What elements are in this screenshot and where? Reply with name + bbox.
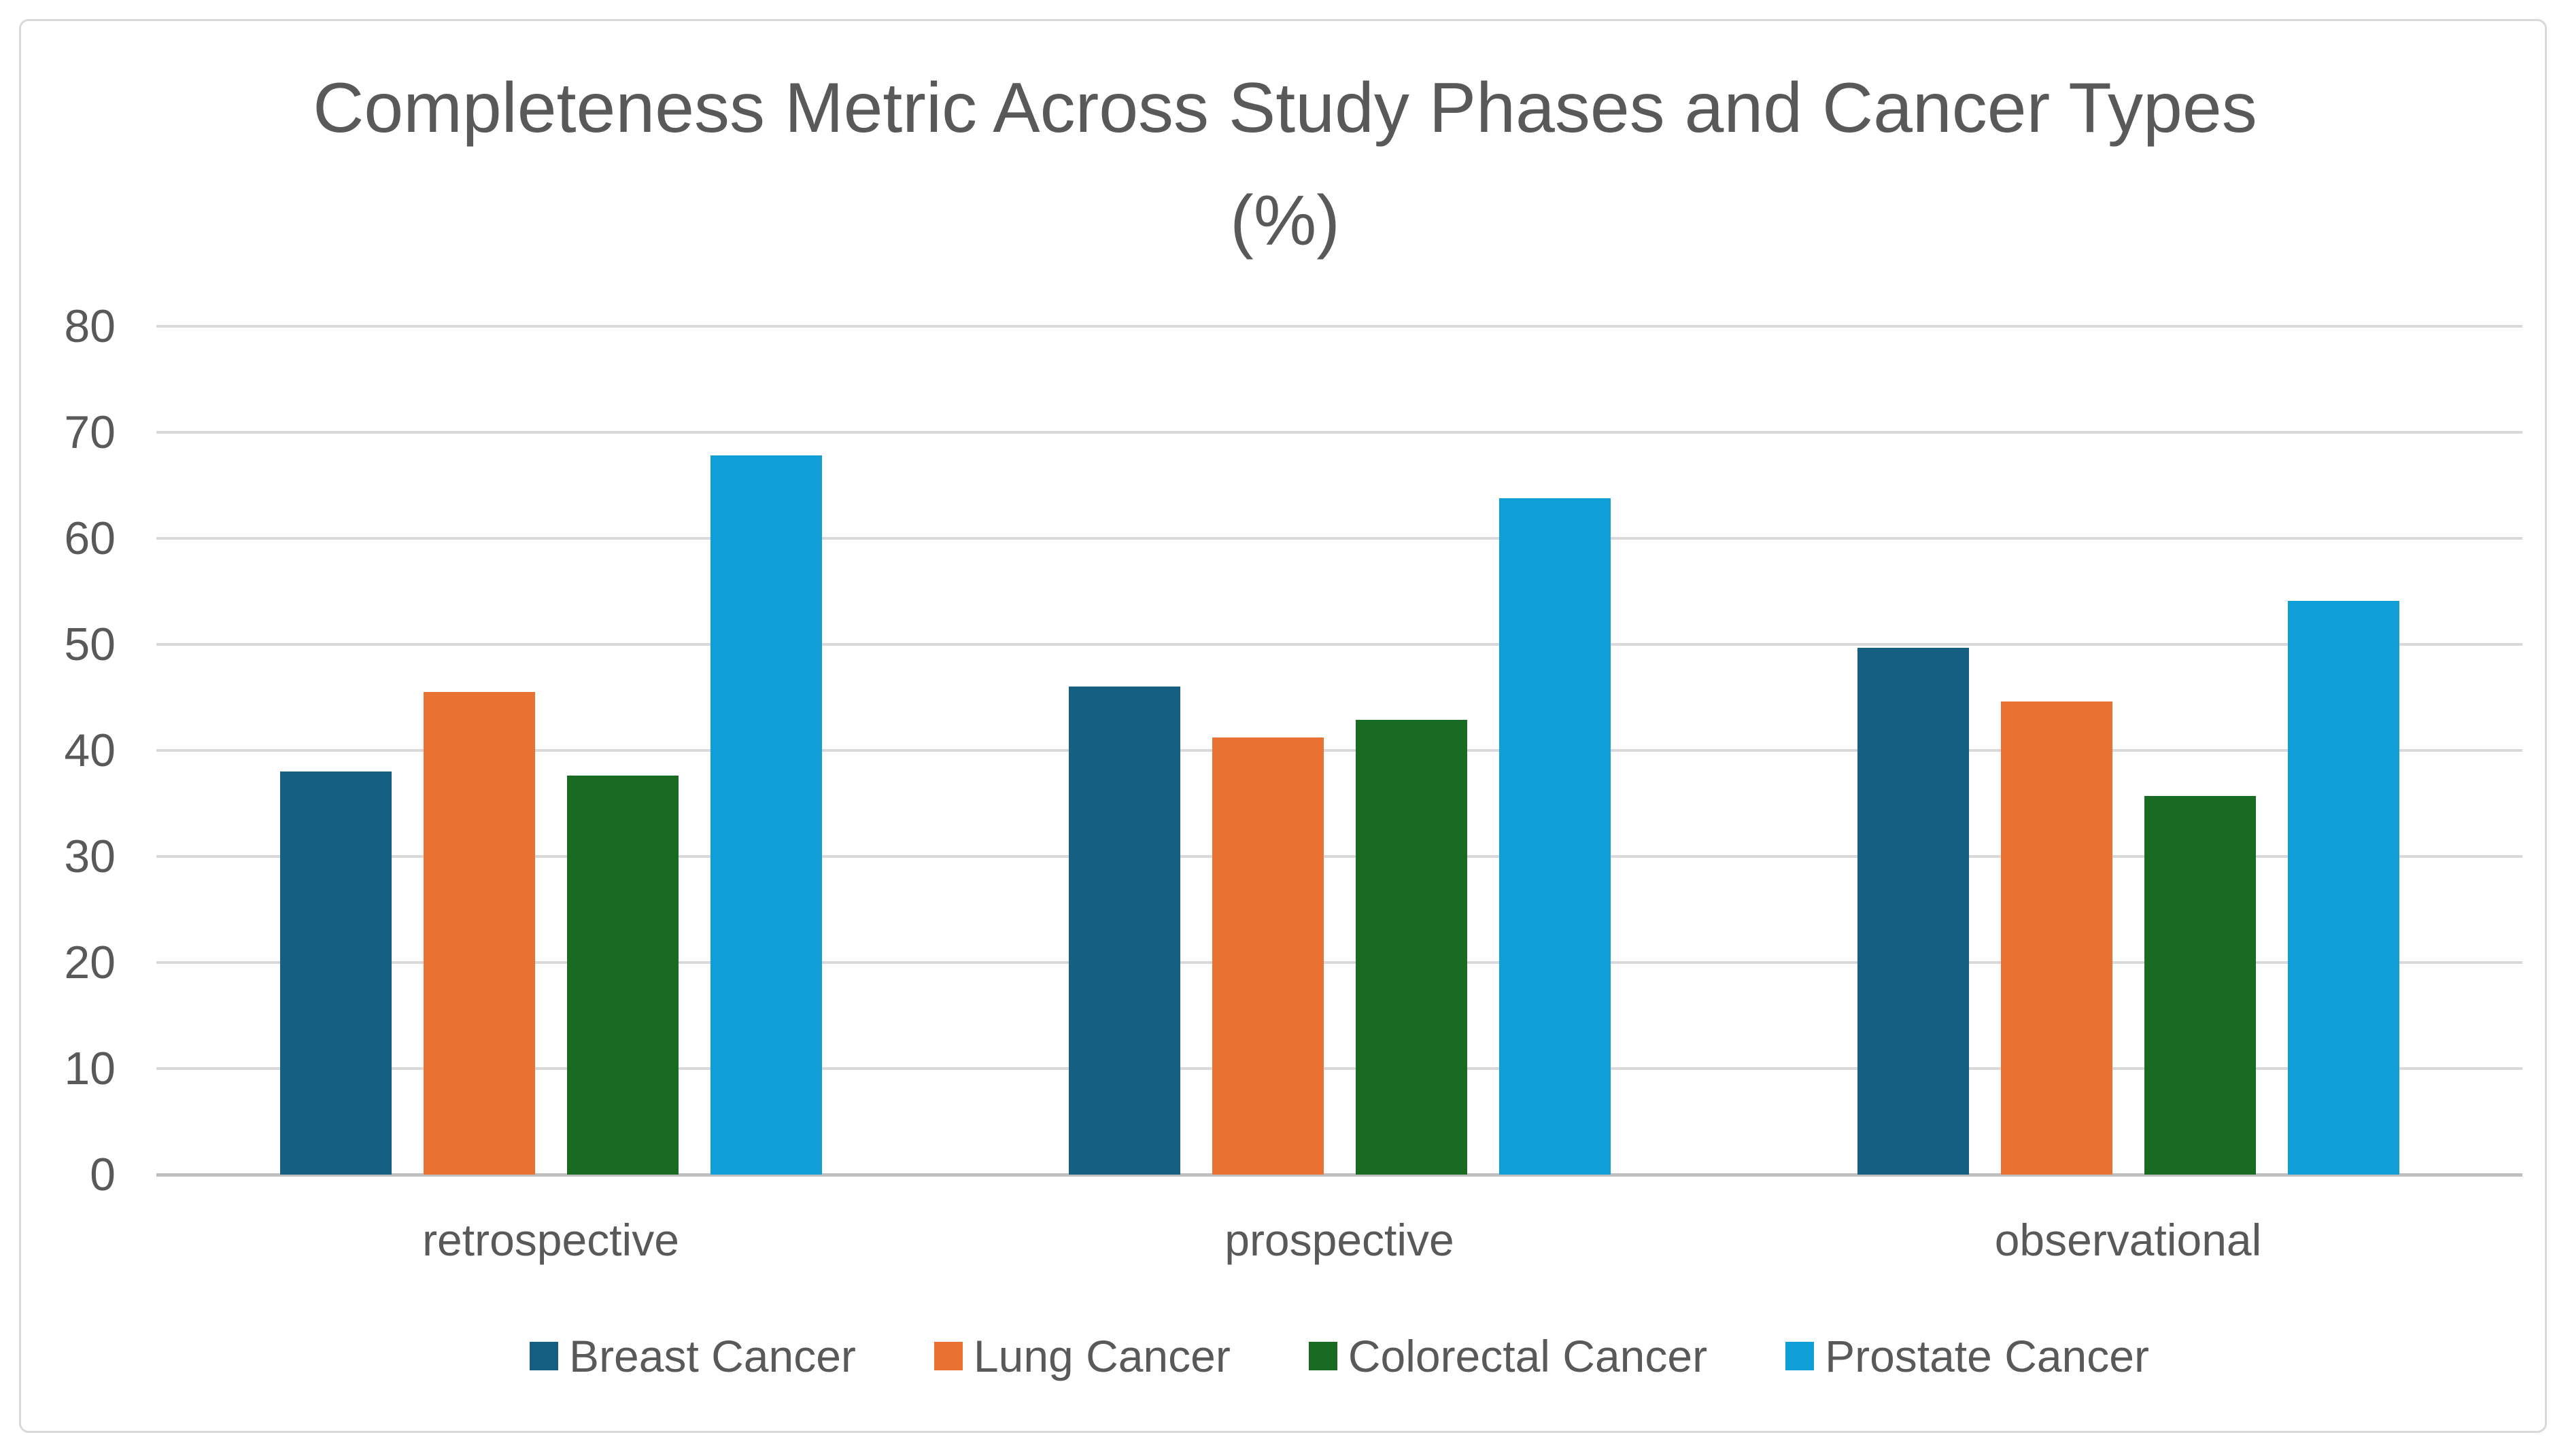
legend-label-lung-cancer: Lung Cancer (973, 1331, 1231, 1381)
chart-title-line2: (%) (1230, 181, 1340, 261)
y-tick-label-40: 40 (64, 725, 116, 776)
gridline-10 (156, 1067, 2522, 1070)
bar-lung-cancer-prospective (1212, 738, 1324, 1175)
gridline-30 (156, 855, 2522, 858)
bar-breast-cancer-retrospective (279, 772, 392, 1175)
bar-lung-cancer-retrospective (423, 692, 535, 1175)
bar-prostate-cancer-prospective (1498, 498, 1611, 1175)
bar-colorectal-cancer-retrospective (566, 776, 679, 1175)
x-category-label-prospective: prospective (1224, 1215, 1454, 1265)
y-tick-label-60: 60 (64, 513, 116, 564)
legend-swatch-prostate-cancer (1785, 1342, 1815, 1370)
legend-item-lung-cancer: Lung Cancer (933, 1330, 1231, 1382)
gridline-60 (156, 537, 2522, 540)
y-tick-label-80: 80 (64, 300, 116, 352)
y-tick-label-0: 0 (90, 1149, 116, 1200)
x-axis-line (156, 1173, 2522, 1177)
gridline-70 (156, 431, 2522, 434)
gridline-40 (156, 749, 2522, 752)
legend-swatch-lung-cancer (933, 1342, 963, 1370)
legend-swatch-colorectal-cancer (1308, 1342, 1337, 1370)
y-tick-label-20: 20 (64, 937, 116, 988)
bar-colorectal-cancer-prospective (1355, 719, 1467, 1175)
legend-item-breast-cancer: Breast Cancer (530, 1330, 856, 1382)
x-category-label-observational: observational (1994, 1215, 2262, 1265)
gridline-20 (156, 961, 2522, 964)
legend-label-breast-cancer: Breast Cancer (569, 1331, 856, 1381)
x-category-label-retrospective: retrospective (422, 1215, 679, 1265)
chart-title-line1: Completeness Metric Across Study Phases … (313, 69, 2257, 148)
y-tick-label-10: 10 (64, 1043, 116, 1094)
chart-title: Completeness Metric Across Study Phases … (231, 52, 2339, 278)
bar-colorectal-cancer-observational (2144, 796, 2256, 1175)
bar-lung-cancer-observational (2000, 701, 2112, 1175)
bar-prostate-cancer-retrospective (710, 455, 822, 1175)
legend-item-colorectal-cancer: Colorectal Cancer (1308, 1330, 1708, 1382)
y-tick-label-50: 50 (64, 619, 116, 670)
bar-breast-cancer-observational (1857, 647, 1969, 1175)
y-tick-label-30: 30 (64, 831, 116, 882)
bar-breast-cancer-prospective (1068, 687, 1180, 1175)
bar-prostate-cancer-observational (2287, 601, 2399, 1175)
gridline-50 (156, 643, 2522, 646)
legend: Breast Cancer Lung Cancer Colorectal Cance… (156, 1325, 2522, 1387)
y-tick-label-70: 70 (64, 406, 116, 458)
legend-item-prostate-cancer: Prostate Cancer (1785, 1330, 2149, 1382)
gridline-80 (156, 325, 2522, 328)
legend-swatch-breast-cancer (530, 1342, 559, 1370)
legend-label-colorectal-cancer: Colorectal Cancer (1348, 1331, 1708, 1381)
legend-label-prostate-cancer: Prostate Cancer (1825, 1331, 2149, 1381)
